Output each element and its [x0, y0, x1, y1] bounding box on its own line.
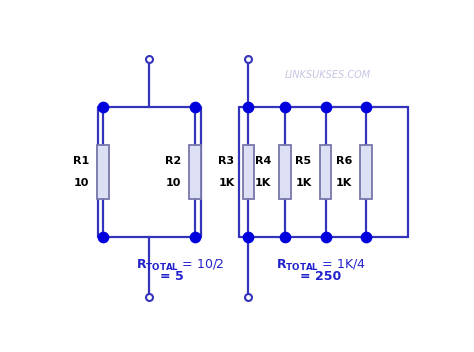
Point — [100, 234, 107, 240]
Bar — [98, 145, 109, 200]
Text: 1K: 1K — [295, 178, 311, 188]
Text: 1K: 1K — [218, 178, 235, 188]
Text: R3: R3 — [219, 157, 235, 166]
Bar — [319, 145, 331, 200]
Text: R1: R1 — [73, 157, 90, 166]
Point — [191, 234, 199, 240]
Text: 10: 10 — [74, 178, 90, 188]
Point — [322, 105, 329, 110]
Text: R6: R6 — [336, 157, 352, 166]
Text: R2: R2 — [165, 157, 181, 166]
Point — [362, 234, 370, 240]
Bar — [279, 145, 291, 200]
Point — [322, 234, 329, 240]
Bar — [243, 145, 255, 200]
Point — [282, 105, 289, 110]
Bar — [189, 145, 201, 200]
Text: LINKSUKSES.COM: LINKSUKSES.COM — [284, 70, 371, 80]
Text: R5: R5 — [295, 157, 311, 166]
Text: 1K: 1K — [336, 178, 352, 188]
Point — [191, 105, 199, 110]
Point — [245, 234, 252, 240]
Point — [362, 105, 370, 110]
Bar — [360, 145, 372, 200]
Text: $\mathbf{R_{TOTAL}}$ = 10/2: $\mathbf{R_{TOTAL}}$ = 10/2 — [137, 258, 225, 274]
Point — [282, 234, 289, 240]
Text: = 250: = 250 — [300, 270, 341, 283]
Text: R4: R4 — [255, 157, 271, 166]
Point — [245, 105, 252, 110]
Text: = 5: = 5 — [160, 270, 184, 283]
Text: $\mathbf{R_{TOTAL}}$ = 1K/4: $\mathbf{R_{TOTAL}}$ = 1K/4 — [276, 258, 366, 274]
Text: 1K: 1K — [255, 178, 271, 188]
Point — [100, 105, 107, 110]
Text: 10: 10 — [166, 178, 181, 188]
